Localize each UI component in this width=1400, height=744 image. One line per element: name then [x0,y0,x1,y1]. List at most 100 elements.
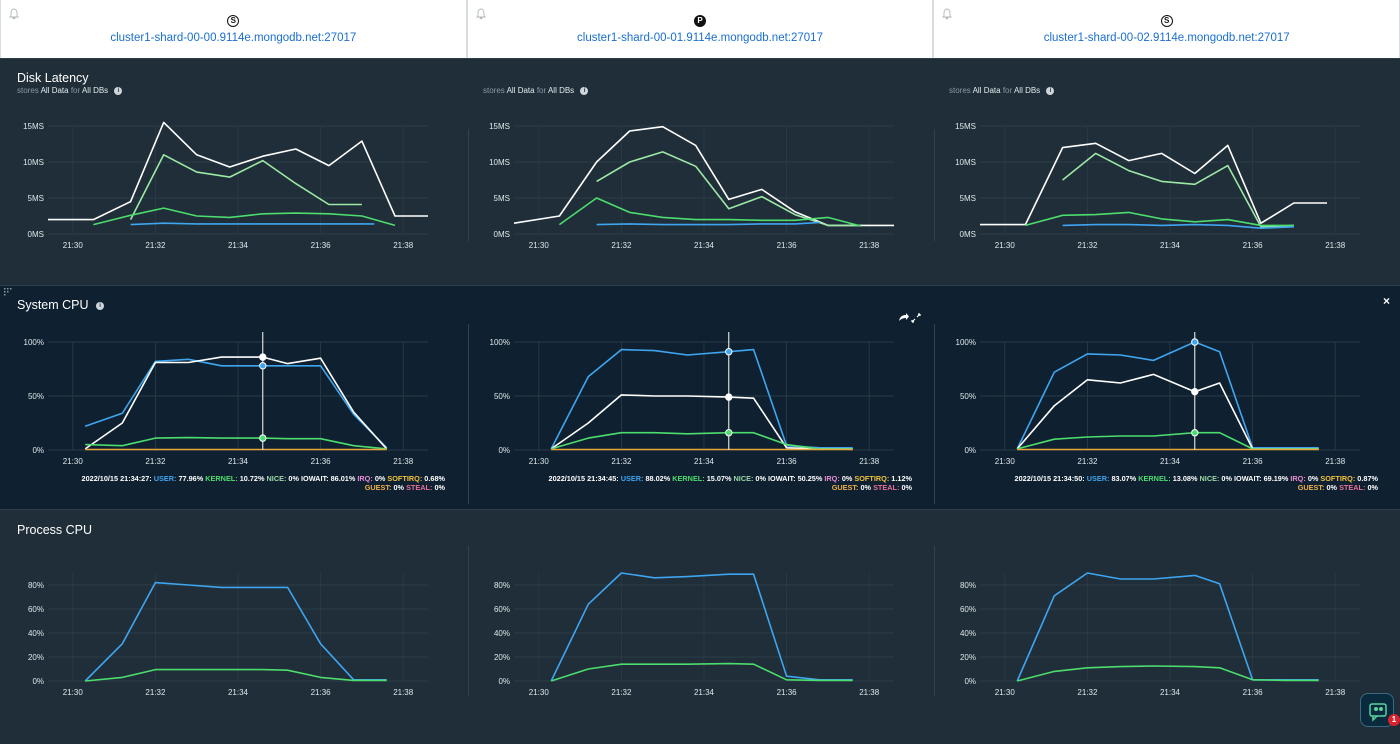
y-tick-label: 5MS [960,194,976,203]
bell-icon[interactable] [475,8,486,20]
series-line [84,581,387,682]
subtitle-data[interactable]: All Data [506,86,535,95]
subtitle-data[interactable]: All Data [40,86,69,95]
tooltip-irq-value: 0% [841,474,853,483]
y-tick-label: 5MS [494,194,510,203]
system-cpu-chart[interactable]: 0% 50% 100% 21:30 21:32 21:34 21:36 21:38 [0,330,466,465]
host-link[interactable]: cluster1-shard-00-02.9114e.mongodb.net:2… [1043,32,1290,44]
panel-divider [468,546,469,696]
info-icon[interactable]: i [114,86,123,95]
x-tick-label: 21:34 [694,457,715,465]
tooltip-nice-label: NICE: [733,474,754,483]
tooltip-softirq-value: 0.68% [424,474,445,483]
series-line [85,436,387,450]
tooltip-kernel-label: KERNEL: [205,474,238,483]
hover-point [259,362,267,370]
hover-point [1191,338,1199,346]
tooltip-guest-value: 0% [1326,483,1338,492]
x-tick-label: 21:34 [228,688,249,696]
x-tick-label: 21:36 [1243,241,1264,249]
series-line [550,431,853,450]
subtitle-pre: stores [949,86,971,95]
process-cpu-chart[interactable]: 0% 20% 40% 60% 80% 21:30 21:32 21:34 21:36 21:38 [932,561,1398,696]
y-tick-label: 10MS [23,158,44,167]
system-cpu-chart[interactable]: 0% 50% 100% 21:30 21:32 21:34 21:36 21:38 [466,330,932,465]
x-tick-label: 21:34 [694,688,715,696]
y-tick-label: 100% [24,338,44,347]
process-cpu-chart[interactable]: 0% 20% 40% 60% 80% 21:30 21:32 21:34 21:36 21:38 [466,561,932,696]
disk-latency-chart[interactable]: 0MS 5MS 10MS 15MS 21:30 21:32 21:34 21:36 21:38 [932,114,1398,249]
y-tick-label: 80% [960,581,976,590]
host-link[interactable]: cluster1-shard-00-00.9114e.mongodb.net:2… [110,32,357,44]
x-tick-label: 21:32 [611,457,632,465]
series-line [129,153,362,220]
disk-latency-chart[interactable]: 0MS 5MS 10MS 15MS 21:30 21:32 21:34 21:36 21:38 [466,114,932,249]
hover-point [259,434,267,442]
series-line [84,356,388,450]
tooltip-iowait-value: 86.01% [330,474,356,483]
tooltip-guest-label: GUEST: [831,483,859,492]
series-line [93,207,396,227]
subtitle-dbs[interactable]: All DBs [81,86,109,95]
series-line [130,222,375,226]
subtitle-dbs[interactable]: All DBs [1013,86,1041,95]
tooltip-date: 2022/10/15 21:34:45: [548,474,619,483]
tooltip-kernel-value: 13.08% [1172,474,1198,483]
series-line [550,572,853,682]
series-line [550,662,853,682]
tooltip-iowait-value: 69.19% [1263,474,1289,483]
x-tick-label: 21:38 [393,457,414,465]
tooltip-nice-value: 0% [288,474,299,483]
info-icon[interactable]: i [96,301,105,310]
y-tick-label: 10MS [955,158,976,167]
tooltip-date: 2022/10/15 21:34:50: [1014,474,1085,483]
tooltip-guest-value: 0% [393,483,405,492]
x-tick-label: 21:30 [529,241,550,249]
y-tick-label: 60% [494,605,510,614]
tooltip-steal-label: STEAL: [406,483,433,492]
info-icon[interactable]: i [580,86,589,95]
x-tick-label: 21:32 [611,241,632,249]
info-icon[interactable]: i [1046,86,1055,95]
x-tick-label: 21:34 [1160,688,1181,696]
y-tick-label: 15MS [23,122,44,131]
x-tick-label: 21:32 [1077,241,1098,249]
bell-icon[interactable] [942,8,953,20]
share-expand-icon[interactable] [898,312,922,324]
tooltip-nice-value: 0% [1221,474,1232,483]
subtitle-data[interactable]: All Data [972,86,1001,95]
process-cpu-chart[interactable]: 0% 20% 40% 60% 80% 21:30 21:32 21:34 21:36 21:38 [0,561,466,696]
x-tick-label: 21:34 [228,241,249,249]
disk-latency-chart[interactable]: 0MS 5MS 10MS 15MS 21:30 21:32 21:34 21:36 21:38 [0,114,466,249]
section-title: Disk Latency [17,71,89,85]
host-panel: P cluster1-shard-00-01.9114e.mongodb.net… [466,0,934,58]
y-tick-label: 0MS [28,230,44,239]
x-tick-label: 21:30 [529,688,550,696]
y-tick-label: 40% [494,629,510,638]
secondary-badge: S [227,15,240,27]
cpu-tooltip: 2022/10/15 21:34:50: USER: 83.07% KERNEL… [1015,474,1378,492]
x-tick-label: 21:32 [1077,457,1098,465]
series-line [980,142,1327,226]
hover-point [1191,387,1199,396]
system-cpu-chart[interactable]: 0% 50% 100% 21:30 21:32 21:34 21:36 21:38 [932,330,1398,465]
tooltip-softirq-label: SOFTIRQ: [1320,474,1356,483]
drag-handle-icon[interactable] [4,288,14,296]
series-line [48,121,428,221]
subtitle-pre: stores [483,86,505,95]
subtitle-pre: stores [17,86,39,95]
bell-icon[interactable] [9,8,19,20]
host-link[interactable]: cluster1-shard-00-01.9114e.mongodb.net:2… [577,32,823,44]
y-tick-label: 0% [32,446,44,455]
chat-button[interactable] [1360,693,1394,727]
subtitle-mid: for [536,86,547,95]
series-line [1016,341,1319,450]
y-tick-label: 50% [494,392,510,401]
y-tick-label: 0% [498,677,510,686]
y-tick-label: 40% [28,629,44,638]
x-tick-label: 21:36 [777,457,798,465]
panel-divider [934,324,935,504]
subtitle-dbs[interactable]: All DBs [547,86,575,95]
close-button[interactable]: × [1382,294,1390,308]
tooltip-kernel-label: KERNEL: [672,474,705,483]
